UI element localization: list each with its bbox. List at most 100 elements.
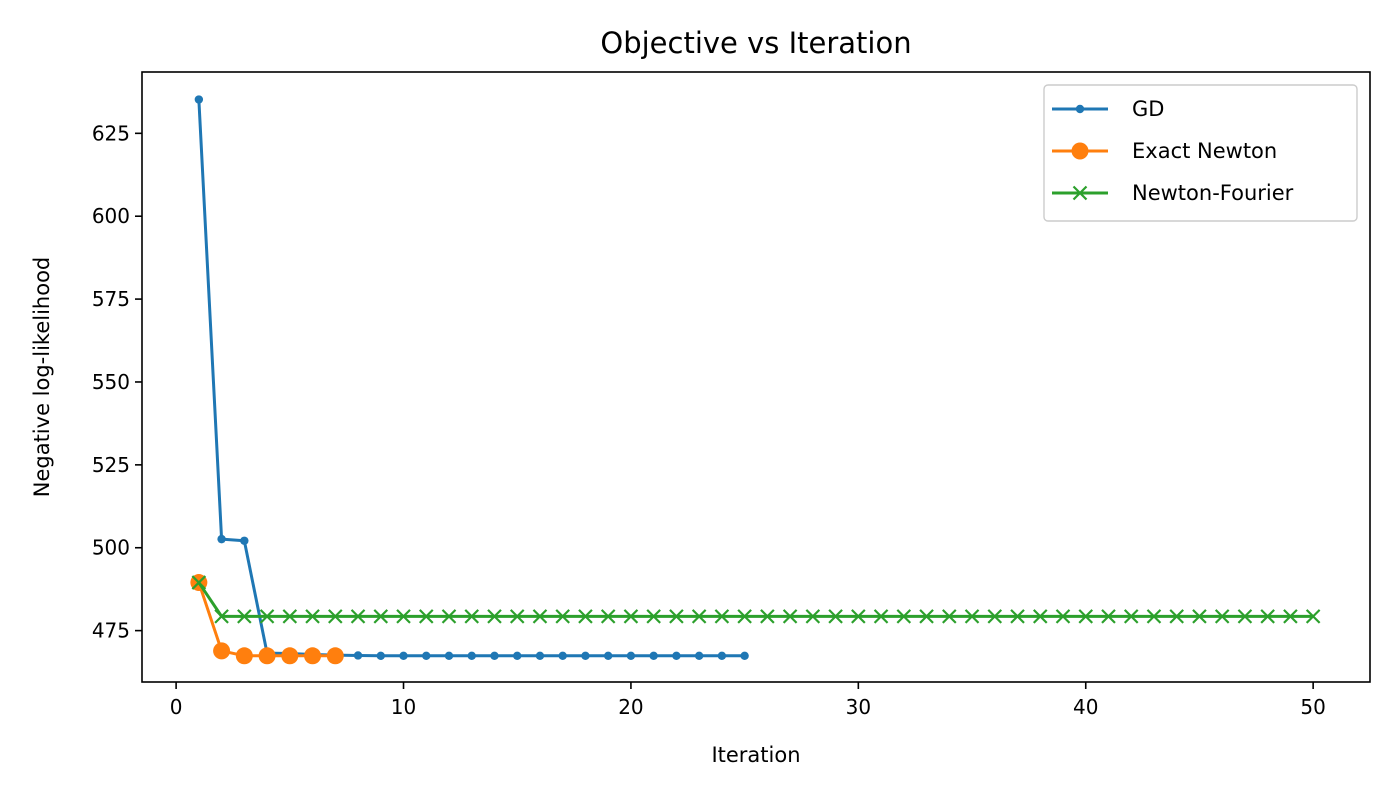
series-newton-fourier-point <box>555 609 570 624</box>
series-exact-newton-point <box>213 642 231 660</box>
series-gd-point <box>740 651 749 661</box>
chart-title: Objective vs Iteration <box>600 26 911 60</box>
series-newton-fourier-point <box>1146 609 1162 624</box>
series-newton-fourier-point <box>396 609 411 624</box>
series-newton-fourier-point <box>896 609 912 624</box>
series-newton-fourier-point <box>1169 609 1184 624</box>
series-newton-fourier-point <box>578 609 593 624</box>
series-newton-fourier-point <box>600 609 616 624</box>
series-newton-fourier-point <box>305 609 320 624</box>
legend-marker <box>1071 142 1089 160</box>
series-newton-fourier-point <box>669 609 684 624</box>
y-axis-label: Negative log-likelihood <box>30 257 54 498</box>
plot-area <box>190 95 1321 665</box>
y-tick-label: 525 <box>92 453 130 477</box>
y-tick-label: 575 <box>92 287 130 311</box>
legend-label: Exact Newton <box>1132 139 1277 163</box>
series-newton-fourier-point <box>1078 609 1094 624</box>
x-tick-label: 40 <box>1073 695 1098 719</box>
series-gd-line <box>197 99 745 658</box>
series-newton-fourier-point <box>328 609 343 624</box>
series-newton-fourier-point <box>532 609 548 624</box>
legend-marker <box>1072 185 1088 201</box>
series-newton-fourier-point <box>942 609 957 624</box>
series-newton-fourier-point <box>282 609 298 624</box>
legend-box <box>1043 84 1358 222</box>
legend-item-gd: GD <box>1052 97 1164 121</box>
series-newton-fourier-point <box>987 609 1003 624</box>
series-gd-point <box>467 651 476 661</box>
series-gd-point <box>444 651 454 661</box>
series-newton-fourier-point <box>919 609 934 624</box>
series-newton-fourier-point <box>1192 609 1207 624</box>
series-gd-point <box>649 651 658 661</box>
series-exact-newton-point <box>258 647 276 665</box>
series-newton-fourier-point <box>805 609 821 624</box>
series-newton-fourier-point <box>191 575 207 590</box>
series-gd-point <box>422 651 431 661</box>
series-newton-fourier-point <box>760 609 775 624</box>
series-newton-fourier-point <box>259 609 275 624</box>
series-exact-newton-point <box>235 647 253 665</box>
legend-marker <box>1075 104 1085 114</box>
series-newton-fourier-point <box>623 609 639 624</box>
series-newton-fourier-point <box>464 609 480 624</box>
series-exact-newton-point <box>281 647 299 665</box>
series-newton-fourier-point <box>873 609 889 624</box>
y-tick-label: 500 <box>92 536 130 560</box>
series-gd-point <box>717 651 727 661</box>
series-newton-fourier-point <box>441 609 457 624</box>
series-newton-fourier-point <box>1214 609 1230 624</box>
series-newton-fourier-point <box>1032 609 1048 624</box>
x-axis-label: Iteration <box>711 743 800 767</box>
series-newton-fourier-point <box>418 609 434 624</box>
y-tick-label: 550 <box>92 370 130 394</box>
series-gd-point <box>217 534 226 544</box>
series-newton-fourier-line <box>197 581 1314 618</box>
series-newton-fourier-point <box>373 609 389 624</box>
legend: GD Exact Newton Newton-Fourier <box>1043 84 1358 222</box>
series-gd-point <box>558 651 567 661</box>
series-newton-fourier-point <box>1237 609 1253 624</box>
x-tick-label: 10 <box>391 695 416 719</box>
x-tick-label: 30 <box>846 695 871 719</box>
series-newton-fourier-point <box>1101 609 1116 624</box>
series-newton-fourier-point <box>1123 609 1139 624</box>
series-gd-point <box>399 651 408 661</box>
series-newton-fourier-point <box>782 609 798 624</box>
series-newton-fourier-point <box>1260 609 1275 624</box>
series-newton-fourier-point <box>350 609 366 624</box>
x-axis: 0 10 20 30 40 50 <box>170 682 1326 719</box>
x-tick-label: 20 <box>618 695 643 719</box>
series-newton-fourier-point <box>964 609 980 624</box>
series-newton-fourier-point <box>828 609 843 624</box>
series-exact-newton <box>190 574 344 665</box>
series-newton-fourier-point <box>851 609 866 624</box>
legend-label: GD <box>1132 97 1164 121</box>
series-newton-fourier-point <box>1283 609 1298 624</box>
series-newton-fourier-point <box>214 609 229 624</box>
series-gd-point <box>694 651 704 661</box>
plot-frame <box>141 71 1371 683</box>
legend-item-exact-newton: Exact Newton <box>1052 139 1277 163</box>
y-tick-label: 475 <box>92 619 130 643</box>
x-tick-label: 50 <box>1300 695 1325 719</box>
series-gd-point <box>376 651 385 661</box>
series-gd <box>194 95 749 661</box>
series-newton-fourier-point <box>646 609 661 624</box>
series-gd-point <box>194 95 204 104</box>
series-gd-point <box>353 651 363 660</box>
series-gd-point <box>581 651 590 661</box>
series-newton-fourier-point <box>237 609 252 624</box>
legend-label: Newton-Fourier <box>1132 181 1294 205</box>
series-newton-fourier-point <box>691 609 707 624</box>
x-tick-label: 0 <box>170 695 183 719</box>
series-gd-point <box>240 536 249 545</box>
series-gd-point <box>672 651 681 661</box>
y-tick-label: 600 <box>92 204 130 228</box>
series-exact-newton-point <box>304 647 322 665</box>
series-newton-fourier-point <box>487 609 502 624</box>
series-newton-fourier-point <box>1055 609 1071 624</box>
series-newton-fourier-point <box>714 609 730 624</box>
